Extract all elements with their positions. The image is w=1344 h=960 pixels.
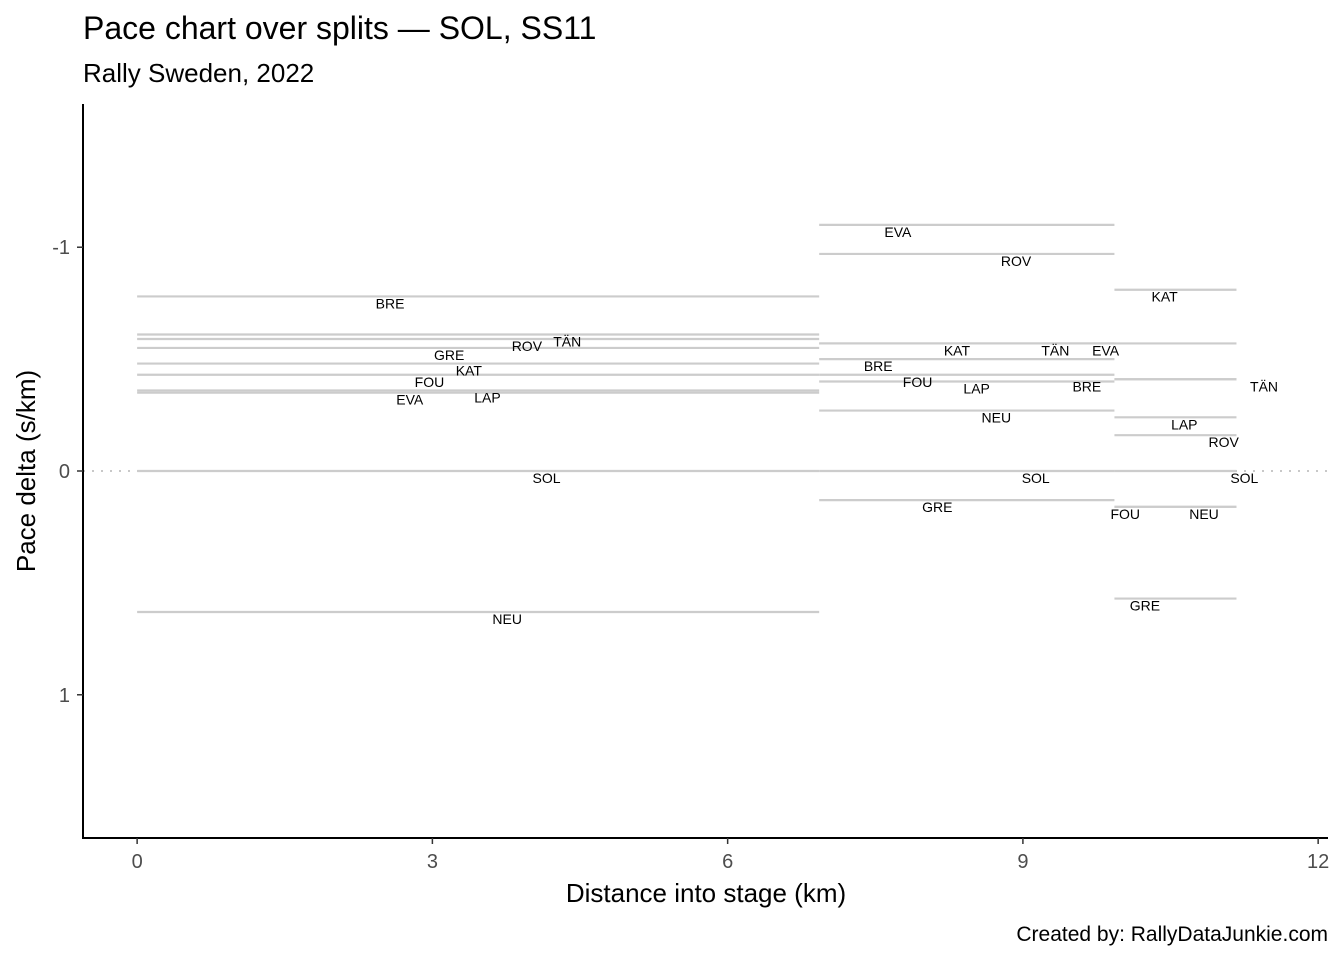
x-axis-ticks: 0 3 6 9 12 xyxy=(132,838,1329,873)
chart-title: Pace chart over splits — SOL, SS11 xyxy=(83,10,596,46)
segment-label-rov-2: ROV xyxy=(512,338,543,354)
x-axis-title: Distance into stage (km) xyxy=(566,878,846,908)
segment-label-eva-7: EVA xyxy=(396,392,424,408)
segment-label-kat-20: KAT xyxy=(1152,289,1179,305)
segment-label-kat-4: KAT xyxy=(456,363,483,379)
segment-label-lap-16: LAP xyxy=(963,380,989,396)
segment-label-rov-11: ROV xyxy=(1001,253,1032,269)
x-tick-label: 9 xyxy=(1017,851,1028,873)
x-tick-label: 12 xyxy=(1307,851,1329,873)
x-tick-label: 3 xyxy=(427,851,438,873)
segment-label-gre-29: GRE xyxy=(1130,598,1160,614)
segment-label-lap-24: LAP xyxy=(1171,416,1197,432)
segments-layer xyxy=(137,223,1237,614)
segment-label-neu-17: NEU xyxy=(982,410,1012,426)
segment-label-bre-14: BRE xyxy=(864,358,893,374)
x-tick-label: 6 xyxy=(722,851,733,873)
chart-subtitle: Rally Sweden, 2022 xyxy=(83,58,314,88)
segment-label-tän-22: TÄN xyxy=(1250,378,1278,394)
segment-label-sol-18: SOL xyxy=(1022,470,1050,486)
chart-caption: Created by: RallyDataJunkie.com xyxy=(1016,923,1328,946)
segment-label-eva-21: EVA xyxy=(1092,342,1120,358)
y-tick-label: 0 xyxy=(59,461,70,483)
y-tick-label: 1 xyxy=(59,685,70,707)
segment-label-eva-10: EVA xyxy=(884,224,912,240)
segment-label-gre-3: GRE xyxy=(434,347,464,363)
segment-label-neu-28: NEU xyxy=(1189,506,1219,522)
segment-label-fou-27: FOU xyxy=(1110,506,1140,522)
y-axis-title: Pace delta (s/km) xyxy=(11,370,41,572)
segment-label-fou-5: FOU xyxy=(415,374,445,390)
segment-label-sol-8: SOL xyxy=(533,470,561,486)
x-tick-label: 0 xyxy=(132,851,143,873)
segment-label-rov-25: ROV xyxy=(1209,434,1240,450)
segment-label-neu-9: NEU xyxy=(492,611,522,627)
segment-label-sol-26: SOL xyxy=(1230,470,1258,486)
segment-label-tän-13: TÄN xyxy=(1041,342,1069,358)
segment-label-fou-15: FOU xyxy=(903,374,933,390)
segment-label-tän-1: TÄN xyxy=(553,333,581,349)
segment-label-bre-0: BRE xyxy=(376,295,405,311)
segment-label-bre-23: BRE xyxy=(1072,378,1101,394)
segment-label-gre-19: GRE xyxy=(922,499,952,515)
segment-label-kat-12: KAT xyxy=(944,342,971,358)
segment-label-lap-6: LAP xyxy=(474,389,500,405)
y-axis-ticks: -1 0 1 xyxy=(52,237,83,707)
y-tick-label: -1 xyxy=(52,237,70,259)
